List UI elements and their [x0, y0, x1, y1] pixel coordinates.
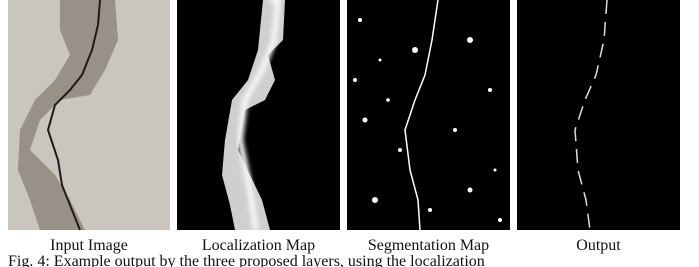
- figure-images: [0, 0, 699, 232]
- output-image: [517, 0, 680, 230]
- localization-map: [177, 0, 340, 230]
- panel-caption: Output: [517, 237, 680, 255]
- input-image: [8, 0, 170, 230]
- figure-caption: Fig. 4: Example output by the three prop…: [8, 253, 485, 267]
- figure: Input Image Localization Map Segmentatio…: [0, 0, 699, 267]
- segmentation-map: [347, 0, 510, 230]
